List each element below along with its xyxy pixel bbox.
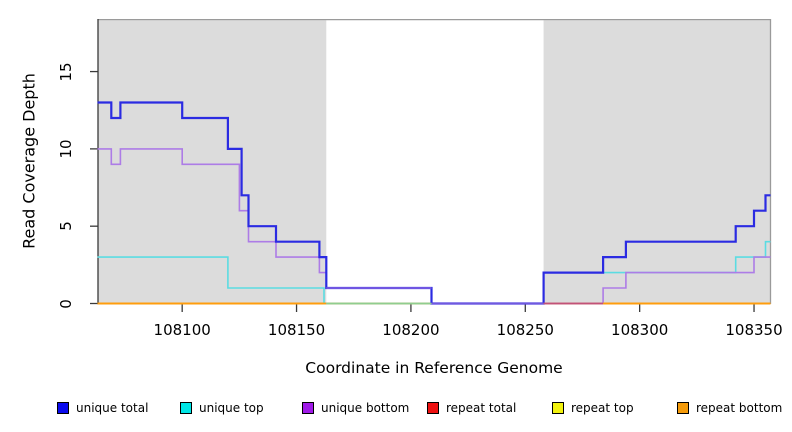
x-tick-label: 108350 (725, 321, 783, 339)
repeat-region-shading (98, 20, 327, 304)
legend-swatch-icon (427, 402, 439, 414)
legend-item: unique total (57, 401, 148, 415)
legend-item-label: unique top (199, 401, 264, 415)
y-tick-label: 0 (57, 298, 75, 309)
legend-item-label: repeat top (571, 401, 634, 415)
legend-item: repeat top (552, 401, 634, 415)
x-tick-label: 108300 (611, 321, 669, 339)
legend-item: unique top (180, 401, 264, 415)
legend-swatch-icon (677, 402, 689, 414)
y-tick-label: 15 (57, 62, 75, 82)
x-tick-label: 108100 (153, 321, 211, 339)
legend-item-label: unique bottom (321, 401, 410, 415)
legend-swatch-icon (302, 402, 314, 414)
legend-swatch-icon (57, 402, 69, 414)
legend-swatch-icon (180, 402, 192, 414)
x-axis-title: Coordinate in Reference Genome (305, 359, 563, 377)
legend-item-label: repeat total (446, 401, 517, 415)
repeat-region-shading (543, 20, 771, 304)
legend-item: repeat total (427, 401, 516, 415)
legend-item-label: unique total (76, 401, 149, 415)
legend-item: repeat bottom (677, 401, 782, 415)
y-tick-label: 10 (57, 139, 75, 159)
legend-swatch-icon (552, 402, 564, 414)
x-tick-label: 108150 (267, 321, 326, 339)
legend-item: unique bottom (302, 401, 409, 415)
y-tick-label: 5 (57, 221, 75, 231)
y-axis-title: Read Coverage Depth (19, 73, 39, 249)
x-tick-label: 108250 (496, 321, 554, 339)
series-line-unique-total (97, 101, 771, 305)
x-tick-label: 108200 (382, 321, 440, 339)
series-line-unique-bottom (97, 148, 771, 305)
legend-item-label: repeat bottom (696, 401, 783, 415)
